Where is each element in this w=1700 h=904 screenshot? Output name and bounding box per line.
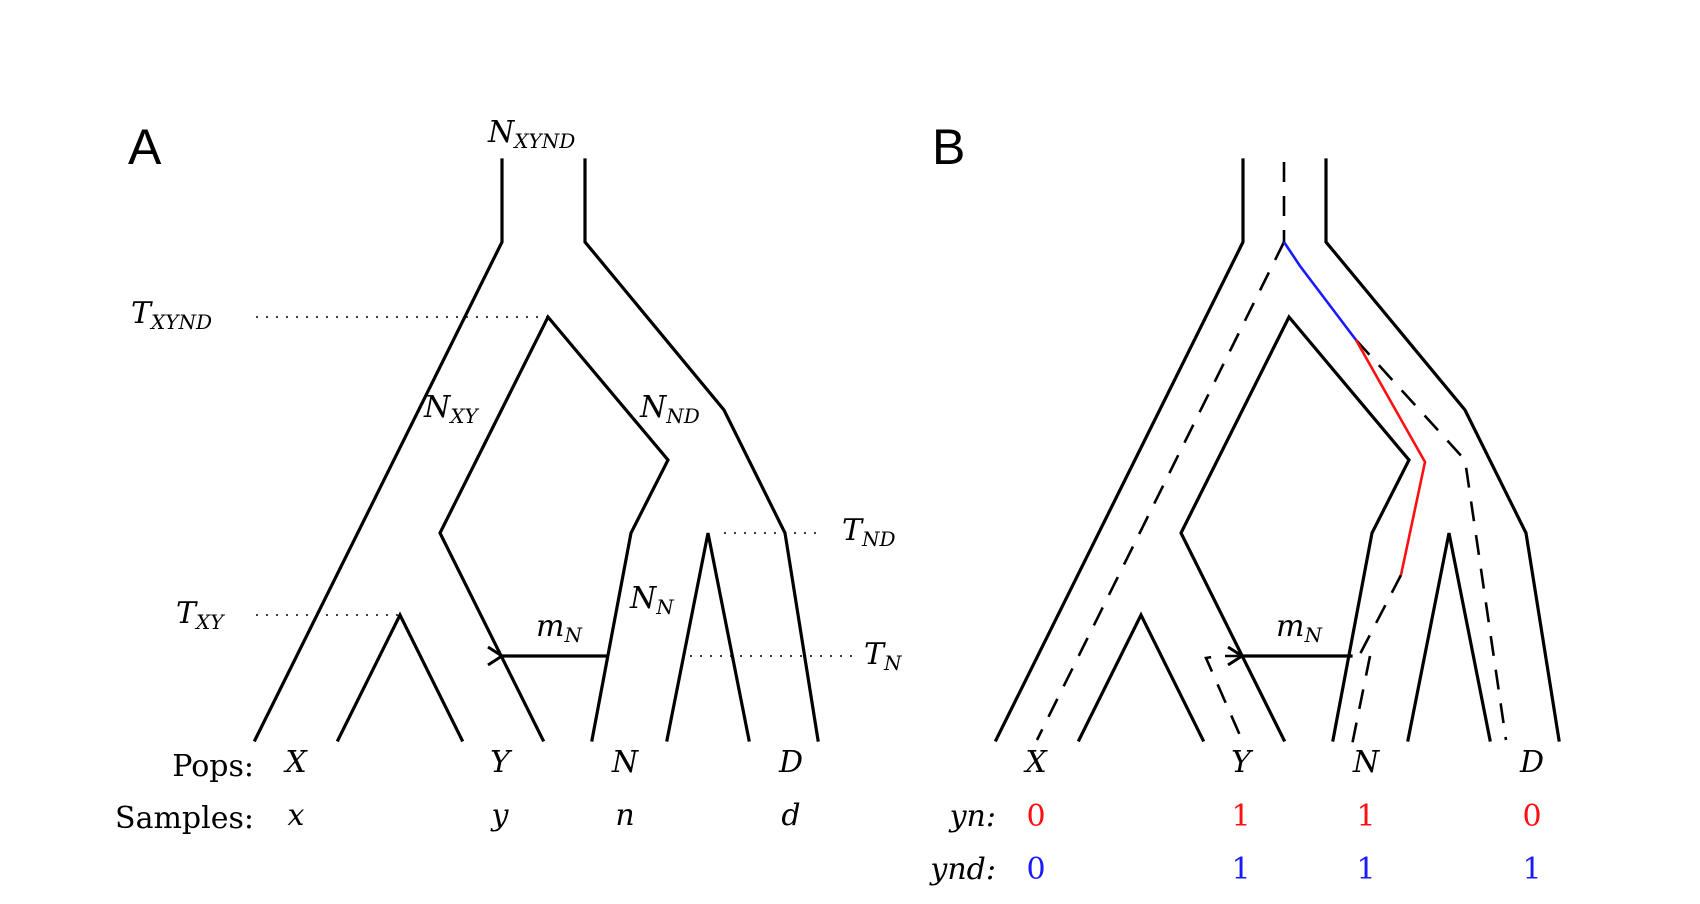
migration-rate-label: mN (536, 609, 583, 647)
t-xy-label: TXY (176, 596, 225, 634)
pop-label: Y (490, 745, 513, 780)
dashed-y-lineage (1204, 654, 1245, 741)
outer-right-edge (583, 158, 820, 742)
dashed-x-lineage (1035, 241, 1286, 741)
inner-hexagon-edge (438, 314, 670, 743)
pop-label: D (1519, 745, 1544, 780)
pop-label: D (778, 745, 803, 780)
n-d-split-wedge (665, 532, 751, 742)
outer-left-edge (993, 158, 1245, 743)
x-y-split-wedge (1076, 611, 1206, 743)
t-n-label: TN (864, 637, 903, 675)
yn-value: 0 (1522, 799, 1541, 834)
inner-hexagon-edge (1179, 314, 1411, 743)
pops-row-label: Pops: (172, 749, 254, 784)
sample-label: y (490, 798, 510, 833)
x-y-split-wedge (335, 611, 465, 743)
panel-b-letter: B (932, 119, 965, 175)
ynd-value: 1 (1522, 852, 1541, 887)
yn-row-label: yn: (948, 799, 996, 834)
panel-b: B mN X Y N D yn: 0 1 1 0 ynd: 0 1 (928, 119, 1561, 887)
yn-value: 1 (1356, 799, 1375, 834)
outer-right-edge (1324, 158, 1561, 742)
yn-value: 1 (1231, 799, 1250, 834)
outer-left-edge (252, 158, 504, 743)
pop-label: X (1023, 745, 1048, 780)
ynd-value: 1 (1231, 852, 1250, 887)
n-n-label: NN (629, 581, 675, 619)
yn-value: 0 (1026, 799, 1045, 834)
migration-rate-label: mN (1276, 609, 1323, 647)
n-xy-label: NXY (423, 390, 479, 428)
ynd-row-label: ynd: (928, 852, 996, 887)
panel-a-letter: A (128, 119, 162, 175)
pop-label: X (283, 745, 308, 780)
n-nd-label: NND (639, 390, 700, 428)
dashed-n-tip-lineage (1350, 655, 1372, 746)
sample-label: d (781, 798, 800, 833)
panel-a: A NXYND mN TXYND TXY TND TN NXY NND NN P… (115, 115, 903, 836)
n-d-split-wedge (1406, 532, 1492, 742)
yn-coalescent-branch (1354, 339, 1427, 576)
ynd-coalescent-branch (1282, 241, 1358, 341)
ynd-value: 1 (1356, 852, 1375, 887)
samples-row-label: Samples: (115, 801, 254, 836)
ancestral-size-label: NXYND (487, 115, 575, 153)
t-nd-label: TND (842, 513, 896, 551)
sample-label: n (615, 798, 634, 833)
pop-label: N (1352, 745, 1381, 780)
ynd-value: 0 (1026, 852, 1045, 887)
pop-label: Y (1231, 745, 1254, 780)
sample-label: x (288, 798, 305, 833)
pop-label: N (611, 745, 640, 780)
dashed-d-lineage (1355, 339, 1508, 741)
t-xynd-label: TXYND (131, 296, 212, 334)
